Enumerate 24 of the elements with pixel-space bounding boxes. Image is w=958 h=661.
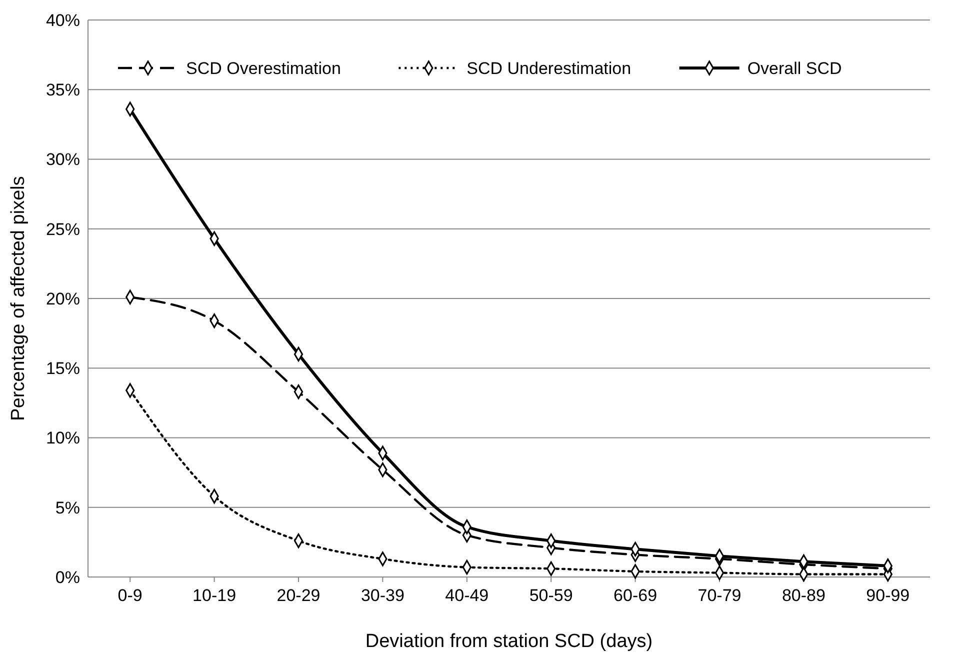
y-tick-label: 40%: [46, 10, 80, 30]
x-tick-label: 90-99: [866, 586, 910, 605]
y-tick-label: 20%: [46, 289, 80, 308]
y-tick-label: 10%: [46, 428, 80, 448]
x-tick-label: 50-59: [529, 586, 573, 605]
y-tick-label: 0%: [55, 568, 80, 587]
legend-label: SCD Overestimation: [186, 58, 341, 78]
x-tick-label: 60-69: [614, 586, 658, 605]
x-tick-label: 70-79: [698, 586, 742, 605]
x-tick-label: 0-9: [118, 586, 142, 605]
y-tick-label: 5%: [55, 498, 80, 518]
x-tick-label: 80-89: [782, 586, 826, 605]
x-tick-label: 20-29: [276, 586, 320, 605]
x-tick-label: 30-39: [360, 586, 404, 605]
y-tick-label: 15%: [46, 359, 80, 378]
x-tick-label: 40-49: [445, 586, 489, 605]
x-axis-title: Deviation from station SCD (days): [365, 631, 653, 652]
y-tick-label: 35%: [46, 80, 80, 100]
x-tick-label: 10-19: [192, 586, 236, 605]
y-tick-label: 30%: [46, 150, 80, 170]
legend-label: Overall SCD: [747, 58, 842, 78]
legend-label: SCD Underestimation: [466, 58, 632, 78]
y-axis-title: Percentage of affected pixels: [8, 176, 29, 421]
y-tick-label: 25%: [46, 220, 80, 239]
